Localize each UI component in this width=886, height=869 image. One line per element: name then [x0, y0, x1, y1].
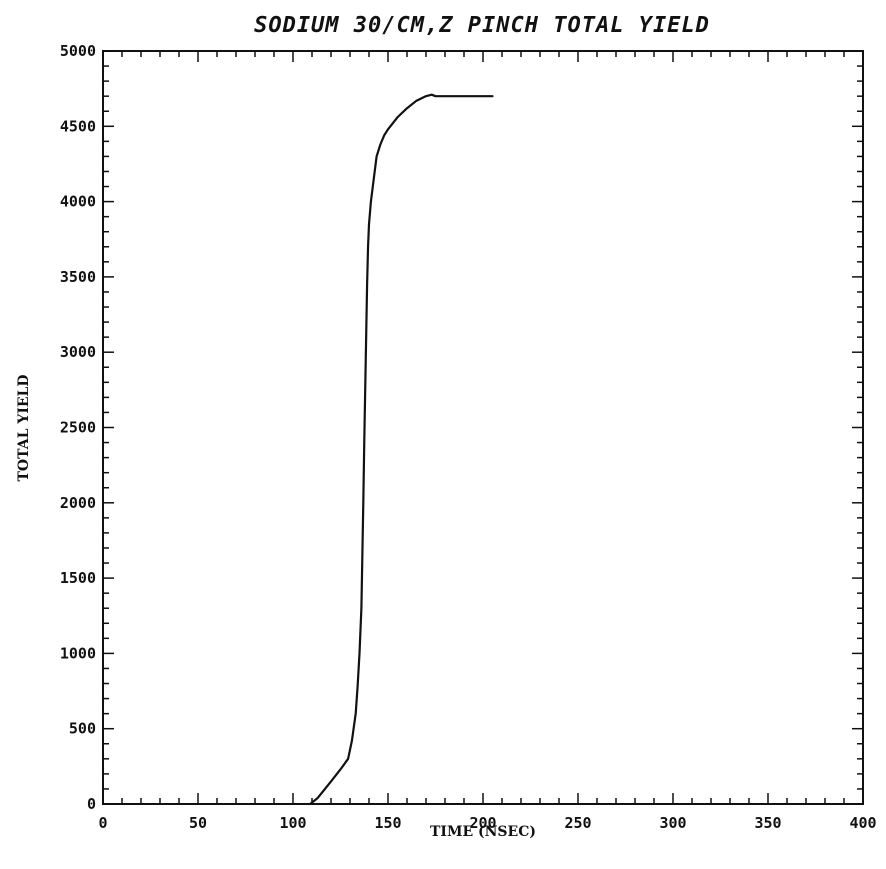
y-tick-label: 1500	[60, 569, 96, 587]
x-axis-ticks	[102, 51, 864, 804]
x-tick-label: 300	[659, 814, 686, 832]
y-axis-tick-labels: 0 500 1000 1500 2000 2500 3000 3500 4000 4500 5000	[60, 42, 96, 813]
x-tick-label: 350	[754, 814, 781, 832]
x-tick-label: 250	[564, 814, 591, 832]
y-axis-ticks	[103, 50, 863, 805]
y-tick-label: 2500	[60, 419, 96, 437]
y-tick-label: 2000	[60, 494, 96, 512]
x-axis-label: TIME (NSEC)	[430, 824, 536, 840]
x-tick-label: 0	[98, 814, 107, 832]
y-tick-label: 4500	[60, 117, 96, 135]
x-tick-label: 200	[469, 814, 496, 832]
y-tick-label: 3500	[60, 268, 96, 286]
x-tick-label: 100	[279, 814, 306, 832]
y-tick-label: 1000	[60, 644, 96, 662]
plot-area: 0 50 100 150 200 250 300 350 400 0 500 1000 1500 200…	[60, 42, 877, 832]
y-tick-label: 3000	[60, 343, 96, 361]
x-tick-label: 400	[849, 814, 876, 832]
y-tick-label: 0	[87, 795, 96, 813]
x-tick-label: 150	[374, 814, 401, 832]
y-tick-label: 4000	[60, 193, 96, 211]
y-tick-label: 5000	[60, 42, 96, 60]
x-tick-label: 50	[189, 814, 207, 832]
series-line	[309, 93, 494, 806]
y-axis-label: TOTAL YIELD	[16, 374, 32, 481]
chart-title: SODIUM 30/CM,Z PINCH TOTAL YIELD	[254, 13, 710, 38]
series-group	[309, 93, 494, 806]
plot-frame	[102, 50, 864, 805]
x-axis-tick-labels: 0 50 100 150 200 250 300 350 400	[98, 814, 876, 832]
y-tick-label: 500	[69, 720, 96, 738]
